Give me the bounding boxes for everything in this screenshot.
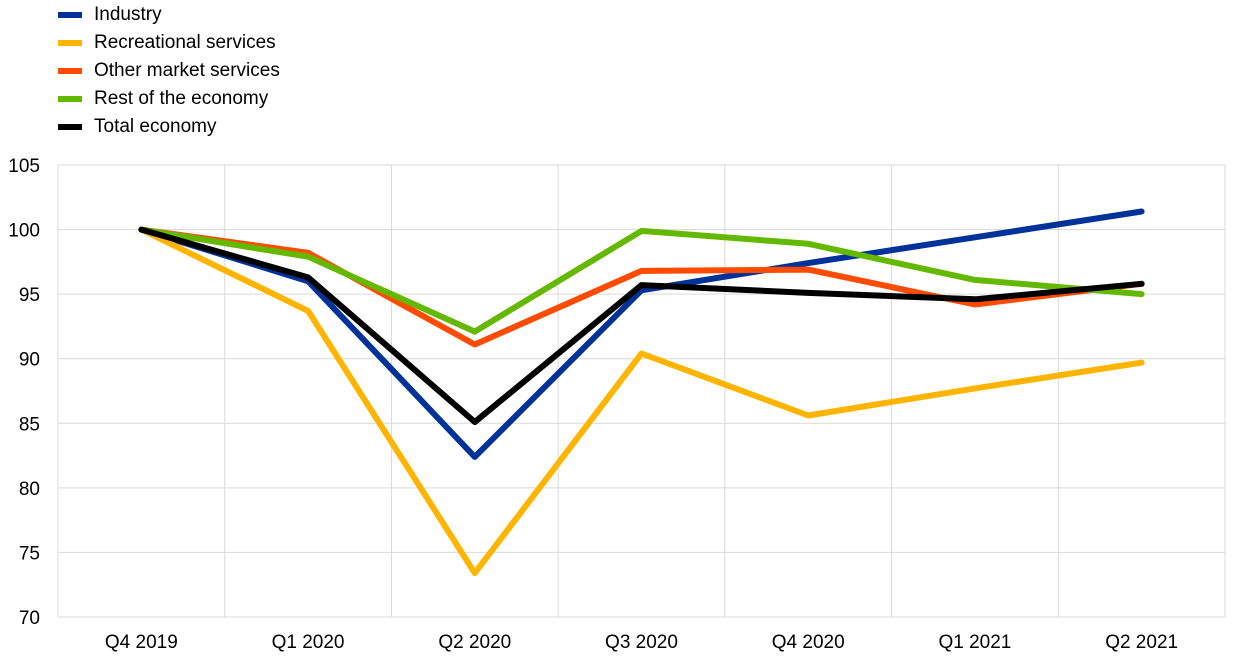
y-tick-label: 105 [8,156,40,177]
x-tick-label: Q3 2020 [605,632,678,653]
legend-item: Other market services [58,59,280,83]
series-line-rest-of-the-economy [138,226,1145,335]
series-line-recreational-services [138,226,1145,577]
legend-swatch [58,40,82,46]
x-tick-label: Q1 2021 [938,632,1011,653]
y-tick-label: 85 [19,414,40,435]
legend-swatch [58,96,82,102]
x-tick-label: Q4 2020 [772,632,845,653]
series-line-total-economy [138,226,1145,425]
x-tick-label: Q1 2020 [272,632,345,653]
series-line-other-market-services [138,226,1145,348]
y-tick-label: 90 [19,350,40,371]
y-tick-label: 80 [19,479,40,500]
legend-item: Total economy [58,115,217,139]
legend-swatch [58,124,82,130]
x-tick-label: Q4 2019 [105,632,178,653]
legend-item: Rest of the economy [58,87,268,111]
y-tick-label: 100 [8,221,40,242]
legend-label: Other market services [94,60,280,81]
legend-swatch [58,12,82,18]
x-tick-label: Q2 2021 [1105,632,1178,653]
y-tick-label: 95 [19,285,40,306]
legend-label: Recreational services [94,32,276,53]
legend-label: Rest of the economy [94,88,269,109]
legend-item: Recreational services [58,31,276,55]
x-tick-label: Q2 2020 [438,632,511,653]
y-tick-label: 75 [19,543,40,564]
legend-swatch [58,68,82,74]
legend-label: Industry [94,4,162,25]
legend-item: Industry [58,3,162,27]
legend-label: Total economy [94,116,217,137]
y-tick-label: 70 [19,608,40,629]
